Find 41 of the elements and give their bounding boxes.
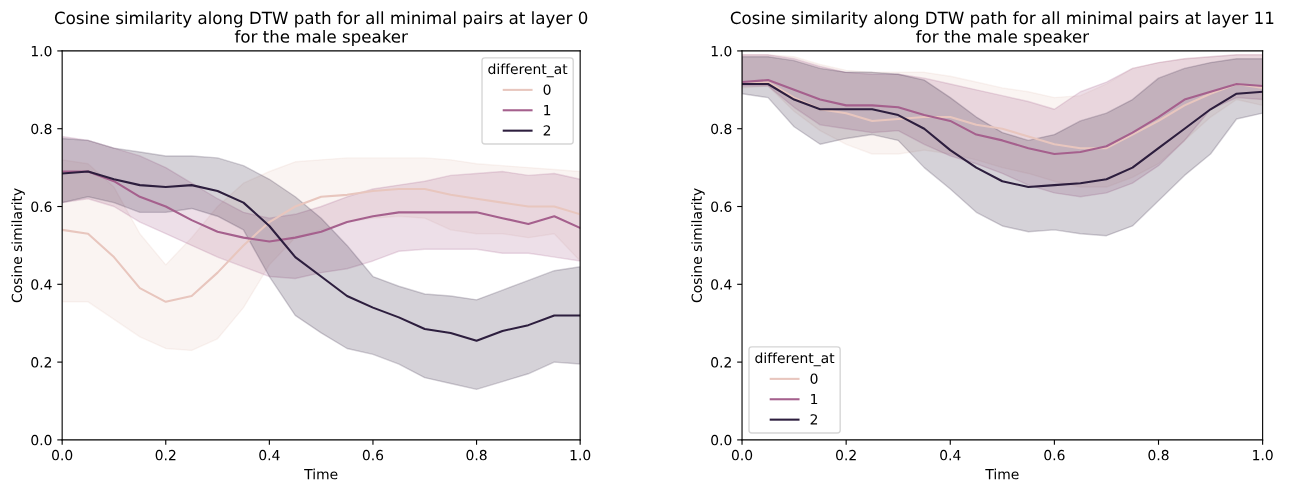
legend-label: 0 <box>810 373 818 384</box>
x-tick-label: 1.0 <box>1253 449 1273 461</box>
y-tick-label: 0.2 <box>711 357 731 368</box>
y-tick-label: 0.6 <box>31 201 52 212</box>
y-tick-label: 0.0 <box>31 434 52 446</box>
x-axis-title: Time <box>985 468 1019 480</box>
x-tick-label: 0.0 <box>731 449 753 461</box>
x-axis-title: Time <box>304 468 338 480</box>
y-tick-label: 0.0 <box>711 434 732 446</box>
x-tick-label: 0.8 <box>466 449 487 461</box>
legend-title: different_at <box>488 63 568 78</box>
legend-title: different_at <box>755 352 835 367</box>
chart-title: Cosine similarity along DTW path for all minimal pairs at layer 0 for the male speaker <box>54 11 588 47</box>
y-tick-label: 1.0 <box>31 45 52 57</box>
y-axis-title: Cosine similarity <box>691 188 705 303</box>
y-tick-label: 0.4 <box>31 279 52 290</box>
x-tick-label: 0.0 <box>52 449 73 461</box>
y-tick-label: 0.6 <box>711 201 732 212</box>
legend-label: 0 <box>543 84 551 95</box>
x-tick-label: 0.6 <box>1044 449 1065 461</box>
x-tick-label: 0.4 <box>940 449 961 461</box>
x-tick-label: 0.8 <box>1148 449 1169 461</box>
x-tick-label: 0.6 <box>362 449 384 461</box>
x-tick-label: 1.0 <box>570 449 591 461</box>
line-series <box>62 187 581 303</box>
y-tick-label: 0.8 <box>31 123 52 135</box>
y-axis-title: Cosine similarity <box>11 188 25 303</box>
x-tick-label: 0.2 <box>155 449 176 461</box>
y-tick-label: 1.0 <box>711 45 732 57</box>
y-tick-label: 0.8 <box>711 123 732 135</box>
chart-title: Cosine similarity along DTW path for all minimal pairs at layer 11 for the male speaker <box>730 11 1274 47</box>
y-tick-label: 0.4 <box>711 279 732 290</box>
line-series <box>62 170 581 243</box>
x-tick-label: 0.4 <box>259 449 280 461</box>
y-tick-label: 0.2 <box>31 357 52 368</box>
legend-label: 2 <box>543 125 551 136</box>
line-series <box>742 82 1263 189</box>
legend-label: 1 <box>544 105 551 116</box>
legend-label: 1 <box>811 393 818 405</box>
legend-label: 2 <box>810 414 818 425</box>
x-tick-label: 0.2 <box>836 449 856 461</box>
